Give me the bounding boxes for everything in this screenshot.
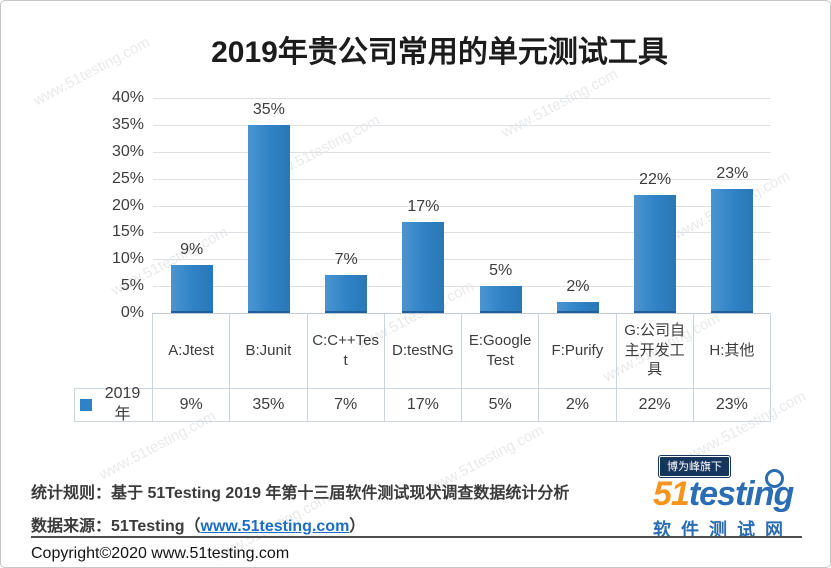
table-value-cell: 35% [230, 389, 308, 422]
y-tick-label: 25% [111, 169, 144, 187]
gridline [153, 259, 771, 261]
magnifier-icon [765, 469, 784, 488]
y-tick-label: 10% [111, 250, 144, 268]
table-header-cell: B:Junit [230, 313, 308, 389]
table-value-cell: 9% [153, 389, 231, 422]
bar-value-label: 2% [566, 278, 590, 296]
logo-brand: 51testing [653, 469, 813, 513]
table-value-cell: 17% [384, 389, 462, 422]
table-header-cell: D:testNG [384, 313, 462, 389]
table-header-row: A:Jtest B:Junit C:C++Test D:testNG E:Google … [74, 313, 771, 389]
stat-rule-text: 统计规则：基于 51Testing 2019 年第十三届软件测试现状调查数据统计… [31, 485, 570, 502]
logo-subtitle: 软件测试网 [653, 519, 793, 540]
bar-A:Jtest [170, 264, 213, 313]
source-link[interactable]: www.51testing.com [200, 518, 350, 535]
logo-badge: 博为峰旗下 [659, 456, 730, 477]
bar-E:Google Test [479, 286, 522, 313]
bar-value-label: 35% [252, 100, 285, 118]
y-tick-label: 15% [111, 223, 144, 241]
bar-D:testNG [402, 221, 445, 313]
table-value-cell: 2% [539, 389, 617, 422]
table-values-row: 2019年 9% 35% 7% 17% 5% 2% 22% 23% [74, 385, 771, 423]
gridline [153, 286, 771, 288]
table-header-cell: C:C++Test [307, 313, 385, 389]
bar-B:Junit [247, 124, 290, 313]
table-header-cell: H:其他 [693, 313, 771, 389]
y-tick-label: 5% [120, 277, 144, 295]
bar-C:C++Test [325, 275, 368, 313]
y-axis: 40% 35% 30% 25% 20% 15% 10% 5% 0% [1, 89, 144, 321]
gridline [153, 98, 771, 99]
table-header-cell: G:公司自主开发工具 [616, 313, 694, 389]
bar-value-label: 9% [180, 240, 204, 258]
bar-value-label: 5% [489, 262, 513, 280]
table-header-cell: A:Jtest [153, 313, 231, 389]
data-source-line: 数据来源：51Testing（www.51testing.com） [31, 512, 365, 536]
table-value-cell: 23% [693, 389, 771, 422]
gridline [153, 124, 771, 126]
gridline [153, 151, 771, 153]
51testing-logo: 博为峰旗下 51testing 软件测试网 [653, 456, 813, 542]
bar-value-label: 17% [407, 197, 440, 215]
source-prefix: 数据来源：51Testing（ [31, 518, 201, 535]
data-table: A:Jtest B:Junit C:C++Test D:testNG E:Google … [74, 313, 771, 423]
gridline [153, 205, 771, 207]
copyright-text: Copyright©2020 www.51testing.com [31, 545, 290, 562]
table-header-cell: F:Purify [539, 313, 617, 389]
legend-label: 2019年 [104, 385, 141, 423]
y-tick-label: 30% [111, 142, 144, 160]
bar-H:其他 [711, 189, 754, 313]
table-value-cell: 22% [616, 389, 694, 422]
bar-value-label: 22% [639, 170, 672, 188]
table-corner-cell [74, 313, 153, 389]
chart-title: 2019年贵公司常用的单元测试工具 [211, 36, 668, 69]
bar-value-label: 23% [716, 165, 749, 183]
bar-value-label: 7% [334, 251, 358, 269]
bar-F:Purify [556, 302, 599, 313]
y-tick-label: 0% [120, 304, 144, 321]
y-tick-label: 20% [111, 196, 144, 214]
legend-cell: 2019年 [74, 385, 153, 423]
legend-marker [80, 399, 92, 411]
footer-divider [31, 536, 802, 538]
bar-G:公司自主开发工具 [634, 194, 677, 313]
table-value-cell: 5% [462, 389, 540, 422]
y-tick-label: 40% [111, 89, 144, 106]
table-header-cell: E:Google Test [462, 313, 540, 389]
gridline [153, 232, 771, 234]
source-suffix: ） [349, 518, 366, 535]
gridline [153, 178, 771, 180]
y-tick-label: 35% [111, 115, 144, 133]
plot-area: 9% 35% 7% 17% 5% 2% 22% 23% [153, 98, 771, 314]
table-value-cell: 7% [307, 389, 385, 422]
logo-brand-51: 51 [653, 475, 690, 513]
